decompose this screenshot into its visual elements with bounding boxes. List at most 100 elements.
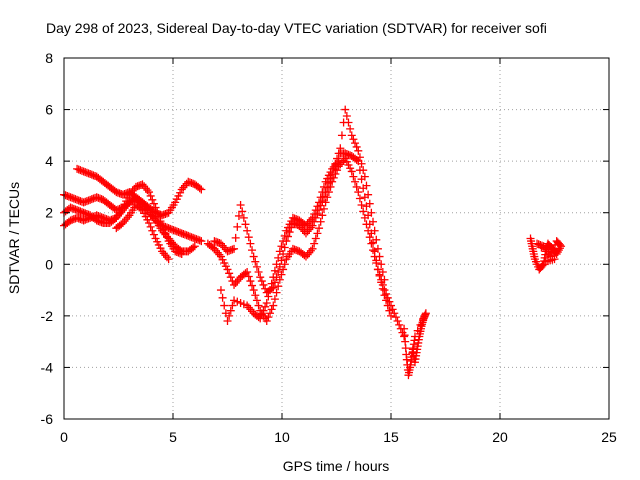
series-arc-9: [400, 309, 430, 380]
data-point: [218, 293, 227, 302]
data-point: [416, 320, 425, 329]
data-point: [261, 302, 270, 311]
x-tick-label-5: 25: [601, 429, 617, 445]
data-point: [413, 326, 422, 335]
data-point: [148, 226, 157, 235]
data-point: [382, 296, 391, 305]
series-arc-10: [526, 234, 566, 274]
data-point: [333, 159, 342, 168]
y-tick-labels: -6 -4 -2 0 2 4 6 8: [41, 50, 54, 427]
data-point: [197, 185, 206, 194]
data-point: [266, 309, 275, 318]
series-arc-6: [203, 154, 409, 341]
data-point: [354, 188, 363, 197]
data-point: [551, 240, 560, 249]
data-point: [231, 233, 240, 242]
x-tick-label-1: 5: [169, 429, 177, 445]
data-point: [163, 253, 172, 262]
data-point: [274, 253, 283, 262]
data-point: [252, 296, 261, 305]
data-point: [318, 211, 327, 220]
data-point: [387, 311, 395, 320]
data-point: [311, 234, 320, 243]
data-point: [228, 301, 237, 310]
data-point: [254, 301, 263, 310]
x-tick-label-2: 10: [274, 429, 290, 445]
data-point: [364, 190, 373, 199]
data-point: [337, 131, 346, 140]
data-point: [373, 244, 382, 253]
data-point: [391, 313, 400, 322]
data-point: [352, 182, 361, 191]
data-point: [377, 260, 386, 269]
data-point: [225, 311, 234, 320]
data-point: [310, 239, 319, 248]
y-tick-label-0: -6: [41, 411, 54, 427]
data-point: [136, 204, 145, 213]
chart-title: Day 298 of 2023, Sidereal Day-to-day VTE…: [46, 20, 547, 36]
data-point: [154, 212, 163, 221]
data-point: [266, 286, 275, 295]
data-point: [264, 292, 273, 301]
data-point: [236, 200, 245, 209]
data-point: [244, 233, 253, 242]
data-point: [395, 320, 404, 329]
data-point: [355, 153, 364, 162]
data-point: [145, 188, 154, 197]
data-point: [267, 279, 276, 288]
data-point: [163, 233, 172, 242]
data-point: [408, 347, 417, 356]
data-point: [264, 313, 273, 322]
data-point: [146, 191, 155, 200]
data-point: [226, 273, 235, 282]
series-arc-7: [210, 149, 395, 320]
data-point: [225, 269, 234, 278]
data-point: [315, 224, 324, 233]
data-point: [177, 249, 186, 258]
data-point: [306, 215, 315, 224]
data-point: [248, 246, 257, 255]
data-point: [256, 314, 265, 323]
data-point: [359, 166, 368, 175]
data-point: [257, 310, 266, 319]
data-point: [244, 272, 253, 281]
data-point: [336, 144, 345, 153]
data-point: [344, 118, 353, 127]
data-point: [238, 207, 247, 216]
series-arc-5: [112, 200, 173, 264]
data-point: [313, 229, 322, 238]
data-point: [146, 222, 155, 231]
data-point: [262, 298, 271, 307]
data-point: [354, 146, 363, 155]
data-point: [362, 181, 371, 190]
data-point: [349, 135, 358, 144]
x-tick-label-4: 20: [492, 429, 508, 445]
data-point: [375, 252, 384, 261]
data-point: [249, 286, 258, 295]
y-tick-label-2: -2: [41, 308, 54, 324]
data-point: [159, 225, 168, 234]
data-point: [151, 203, 160, 212]
data-point: [380, 291, 389, 300]
data-point: [372, 235, 381, 244]
data-point: [552, 237, 561, 246]
data-point: [308, 213, 317, 222]
data-point: [272, 260, 281, 269]
data-point: [223, 317, 232, 326]
data-point: [537, 243, 546, 252]
data-point: [190, 242, 199, 251]
data-point: [380, 275, 389, 284]
data-point: [347, 131, 356, 140]
data-point: [541, 257, 550, 266]
data-point: [267, 305, 276, 314]
data-point: [315, 198, 324, 207]
data-point: [143, 186, 152, 195]
data-point: [319, 182, 328, 191]
y-tick-label-3: 0: [45, 256, 53, 272]
data-point: [252, 262, 261, 271]
data-point: [251, 257, 260, 266]
data-point: [243, 268, 252, 277]
data-point: [269, 273, 278, 282]
data-point: [306, 246, 315, 255]
plot-frame: [63, 57, 610, 420]
